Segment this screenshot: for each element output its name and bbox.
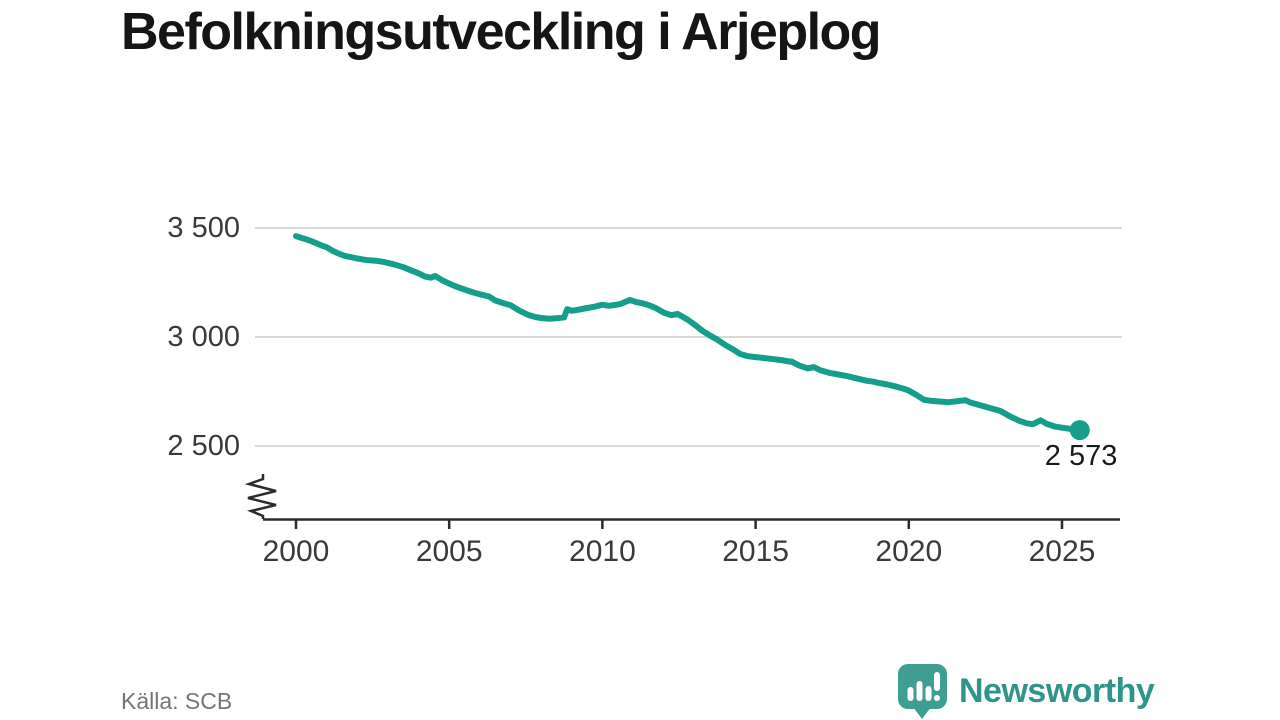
x-tick-label: 2005 (415, 535, 483, 568)
source-caption: Källa: SCB (121, 688, 233, 714)
y-tick-label: 3 500 (167, 212, 240, 244)
population-line (293, 233, 1083, 434)
y-tick-label: 2 500 (167, 430, 240, 462)
bar-chart-speech-bubble-icon (898, 664, 947, 719)
newsworthy-logo-text: Newsworthy (959, 672, 1155, 710)
chart-title: Befolkningsutveckling i Arjeplog (121, 3, 882, 61)
x-tick-label: 2020 (875, 535, 943, 568)
axis-break-icon (244, 474, 277, 519)
x-tick-label: 2015 (722, 535, 789, 568)
newsworthy-logo: Newsworthy (897, 663, 1155, 720)
end-value-label: 2 573 (1039, 440, 1123, 473)
y-tick-label: 3 000 (167, 321, 240, 353)
x-tick-label: 2010 (569, 535, 636, 568)
x-tick-label: 2000 (262, 535, 330, 568)
x-tick-label: 2025 (1028, 535, 1096, 568)
end-point-marker (1069, 420, 1090, 441)
